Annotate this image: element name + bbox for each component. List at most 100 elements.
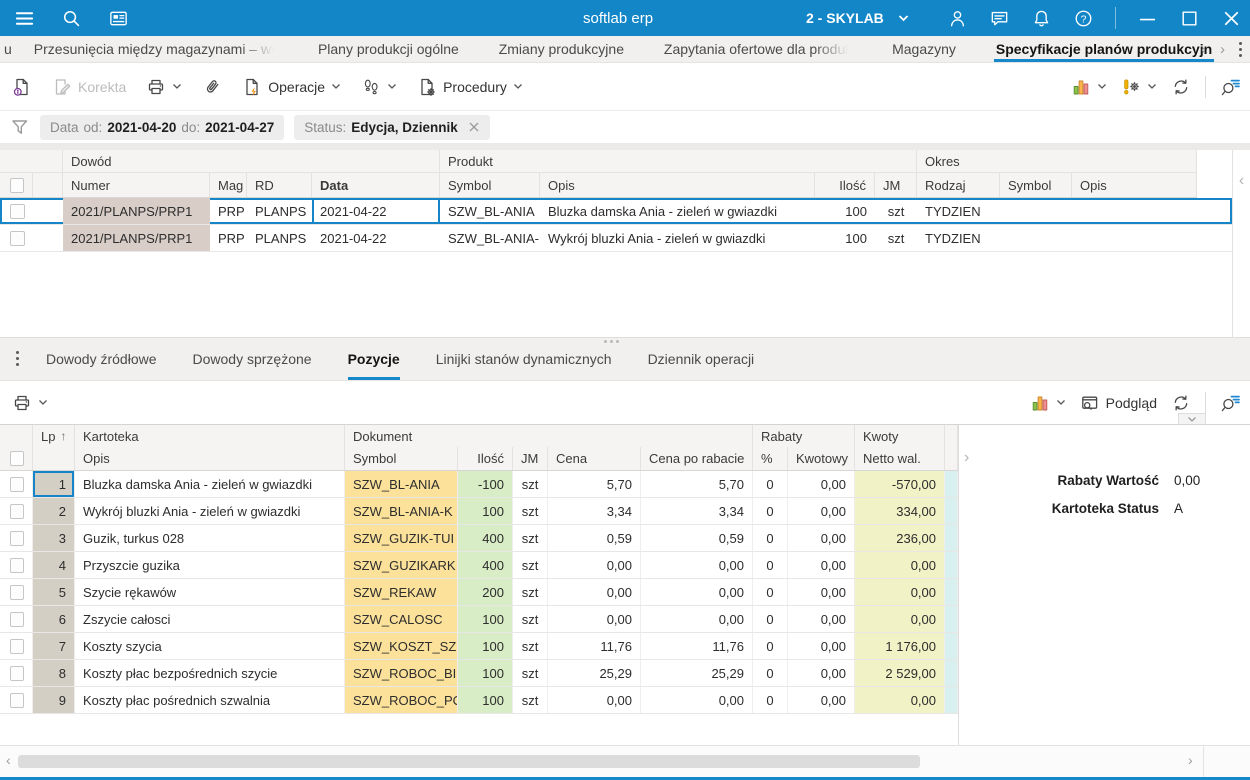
detail-tab[interactable]: Linijki stanów dynamicznych bbox=[436, 338, 612, 380]
cell-rd[interactable]: PLANPS bbox=[255, 203, 307, 219]
column-header-jm[interactable]: JM bbox=[513, 447, 548, 470]
cell-procent[interactable]: 0 bbox=[753, 687, 788, 713]
cell-cena-po-rabacie[interactable]: 0,59 bbox=[641, 525, 753, 551]
window-tab[interactable]: Magazyny bbox=[890, 36, 958, 62]
tabs-menu-icon[interactable] bbox=[1239, 41, 1242, 57]
company-selector[interactable]: 2 - SKYLAB bbox=[806, 10, 909, 26]
procedury-dropdown-icon[interactable] bbox=[513, 83, 523, 90]
cell-procent[interactable]: 0 bbox=[753, 606, 788, 632]
cell-lp[interactable]: 2 bbox=[33, 498, 75, 524]
operacje-button[interactable]: Operacje bbox=[242, 77, 341, 97]
cell-lp[interactable]: 5 bbox=[33, 579, 75, 605]
document-row[interactable]: 2021/PLANPS/PRP1 PRP PLANPS 2021-04-22 S… bbox=[0, 225, 1232, 252]
window-tab[interactable]: Plany produkcji ogólne bbox=[316, 36, 461, 62]
cell-opis[interactable]: Koszty szycia bbox=[75, 633, 345, 659]
cell-kwotowy[interactable]: 0,00 bbox=[788, 687, 855, 713]
cell-lp[interactable]: 4 bbox=[33, 552, 75, 578]
group-header-kwoty[interactable]: Kwoty bbox=[855, 425, 945, 447]
cell-symbol[interactable]: SZW_BL-ANIA-K bbox=[345, 498, 458, 524]
position-row[interactable]: 8 Koszty płac bezpośrednich szycie SZW_R… bbox=[0, 660, 958, 687]
detail-tab[interactable]: Dowody źródłowe bbox=[46, 338, 157, 380]
detail-search-filter-button[interactable] bbox=[1220, 393, 1240, 413]
position-row[interactable]: 2 Wykrój bluzki Ania - zieleń w gwiazdki… bbox=[0, 498, 958, 525]
cell-symbol[interactable]: SZW_BL-ANIA bbox=[448, 203, 535, 219]
scroll-right-icon[interactable]: › bbox=[1188, 752, 1193, 768]
cell-opis[interactable]: Szycie rękawów bbox=[75, 579, 345, 605]
news-icon[interactable] bbox=[108, 8, 129, 29]
column-header-symbol2[interactable]: Symbol bbox=[1000, 173, 1072, 197]
row-checkbox[interactable] bbox=[10, 530, 24, 546]
position-row[interactable]: 4 Przyszcie guzika SZW_GUZIKARK 400 szt … bbox=[0, 552, 958, 579]
chat-icon[interactable] bbox=[989, 8, 1010, 29]
korekta-button[interactable]: Korekta bbox=[52, 77, 126, 97]
cell-kwotowy[interactable]: 0,00 bbox=[788, 633, 855, 659]
cell-ilosc[interactable]: 200 bbox=[458, 579, 513, 605]
column-header-cena[interactable]: Cena bbox=[548, 447, 641, 470]
cell-cena-po-rabacie[interactable]: 25,29 bbox=[641, 660, 753, 686]
alerts-settings-button[interactable] bbox=[1121, 77, 1157, 97]
position-row[interactable]: 3 Guzik, turkus 028 SZW_GUZIK-TUI 400 sz… bbox=[0, 525, 958, 552]
column-header-rodzaj[interactable]: Rodzaj bbox=[917, 173, 1000, 197]
detail-tab[interactable]: Pozycje bbox=[347, 338, 400, 380]
detail-refresh-button[interactable] bbox=[1171, 393, 1191, 413]
cell-opis[interactable]: Koszty płac bezpośrednich szycie bbox=[75, 660, 345, 686]
cell-rodzaj[interactable]: TYDZIEN bbox=[925, 203, 981, 219]
column-header-ilosc[interactable]: Ilość bbox=[815, 173, 875, 197]
cell-netto[interactable]: 236,00 bbox=[855, 525, 945, 551]
cell-symbol[interactable]: SZW_GUZIKARK bbox=[345, 552, 458, 578]
cell-ilosc[interactable]: -100 bbox=[458, 471, 513, 497]
scrollbar-thumb[interactable] bbox=[18, 755, 920, 768]
cell-jm[interactable]: szt bbox=[513, 633, 548, 659]
cell-cena-po-rabacie[interactable]: 0,00 bbox=[641, 687, 753, 713]
cell-ilosc[interactable]: 100 bbox=[458, 498, 513, 524]
cell-ilosc[interactable]: 100 bbox=[458, 660, 513, 686]
column-header-kwotowy[interactable]: Kwotowy bbox=[788, 447, 855, 470]
detail-print-dropdown-icon[interactable] bbox=[38, 399, 48, 406]
group-header-rabaty[interactable]: Rabaty bbox=[753, 425, 855, 447]
row-checkbox[interactable] bbox=[10, 203, 25, 219]
search-filter-button[interactable] bbox=[1220, 77, 1240, 97]
column-header-data[interactable]: Data bbox=[312, 173, 440, 197]
cell-symbol[interactable]: SZW_REKAW bbox=[345, 579, 458, 605]
cell-mag[interactable]: PRP bbox=[218, 230, 245, 246]
cell-mag[interactable]: PRP bbox=[218, 203, 245, 219]
detail-tab[interactable]: Dowody sprzężone bbox=[193, 338, 312, 380]
cell-ilosc[interactable]: 100 bbox=[458, 633, 513, 659]
column-header-cena-po-rabacie[interactable]: Cena po rabacie bbox=[641, 447, 753, 470]
cell-opis2[interactable] bbox=[1072, 198, 1197, 224]
cell-kwotowy[interactable]: 0,00 bbox=[788, 579, 855, 605]
cell-symbol2[interactable] bbox=[1000, 198, 1072, 224]
cell-procent[interactable]: 0 bbox=[753, 471, 788, 497]
cell-numer[interactable]: 2021/PLANPS/PRP1 bbox=[63, 225, 210, 251]
tabs-scroll-left-icon[interactable]: ‹ bbox=[1201, 40, 1206, 58]
horizontal-scrollbar[interactable]: ‹ › bbox=[0, 745, 1250, 777]
search-icon[interactable] bbox=[61, 8, 82, 29]
cell-procent[interactable]: 0 bbox=[753, 633, 788, 659]
row-checkbox[interactable] bbox=[10, 503, 24, 519]
cell-netto[interactable]: 0,00 bbox=[855, 606, 945, 632]
cell-jm[interactable]: szt bbox=[887, 230, 905, 246]
chart-dropdown-icon[interactable] bbox=[1097, 83, 1107, 90]
column-header-netto[interactable]: Netto wal. bbox=[855, 447, 945, 470]
detail-tab[interactable]: Dziennik operacji bbox=[648, 338, 755, 380]
column-header-symbol[interactable]: Symbol bbox=[440, 173, 540, 197]
cell-kwotowy[interactable]: 0,00 bbox=[788, 606, 855, 632]
cell-ilosc[interactable]: 400 bbox=[458, 552, 513, 578]
help-icon[interactable]: ? bbox=[1073, 8, 1094, 29]
cell-jm[interactable]: szt bbox=[513, 471, 548, 497]
cell-symbol[interactable]: SZW_KOSZT_SZ bbox=[345, 633, 458, 659]
column-header-opis[interactable]: Opis bbox=[75, 447, 345, 470]
user-icon[interactable] bbox=[947, 8, 968, 29]
cell-cena-po-rabacie[interactable]: 5,70 bbox=[641, 471, 753, 497]
minimize-button[interactable] bbox=[1137, 8, 1158, 29]
cell-kwotowy[interactable]: 0,00 bbox=[788, 552, 855, 578]
position-row[interactable]: 5 Szycie rękawów SZW_REKAW 200 szt 0,00 … bbox=[0, 579, 958, 606]
cell-cena[interactable]: 5,70 bbox=[548, 471, 641, 497]
footprints-button[interactable] bbox=[361, 77, 397, 97]
cell-jm[interactable]: szt bbox=[513, 552, 548, 578]
refresh-button[interactable] bbox=[1171, 77, 1191, 97]
cell-procent[interactable]: 0 bbox=[753, 525, 788, 551]
cell-symbol[interactable]: SZW_GUZIK-TUI bbox=[345, 525, 458, 551]
right-panel-collapsed[interactable]: ‹ bbox=[1232, 150, 1250, 337]
cell-procent[interactable]: 0 bbox=[753, 579, 788, 605]
